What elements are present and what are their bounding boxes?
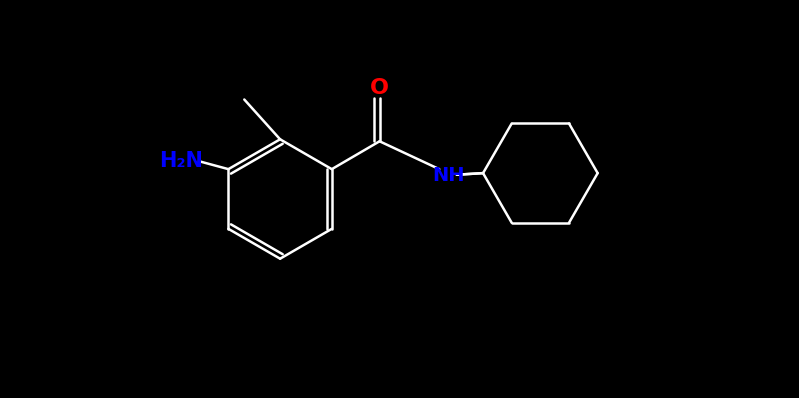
Text: NH: NH: [432, 166, 465, 185]
Text: O: O: [370, 78, 389, 98]
Text: H₂N: H₂N: [159, 151, 203, 171]
